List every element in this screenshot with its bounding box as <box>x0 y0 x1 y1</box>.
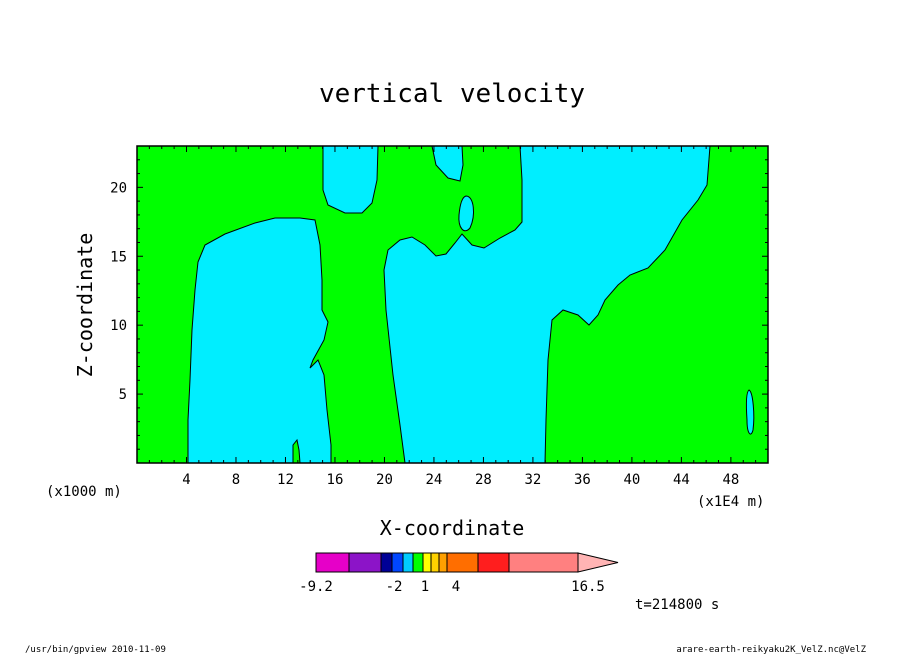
colorbar-swatch <box>508 552 579 573</box>
colorbar-swatch <box>348 552 382 573</box>
colorbar-label: 16.5 <box>571 579 605 595</box>
time-label: t=214800 s <box>635 597 719 613</box>
colorbar-label: -2 <box>386 579 403 595</box>
colorbar-label: 4 <box>452 579 460 595</box>
colorbar-swatch <box>446 552 479 573</box>
x-tick-label: 8 <box>232 472 240 488</box>
y-tick-label: 15 <box>110 249 127 265</box>
x-tick-label: 12 <box>277 472 294 488</box>
y-tick-label: 10 <box>110 318 127 334</box>
x-tick-label: 32 <box>524 472 541 488</box>
colorbar-swatch <box>430 552 440 573</box>
colorbar-swatch <box>315 552 350 573</box>
x-tick-label: 4 <box>182 472 190 488</box>
colorbar-swatch <box>380 552 393 573</box>
negative-region-blob <box>458 195 474 232</box>
negative-region-top-left <box>322 145 379 214</box>
colorbar-swatch <box>477 552 510 573</box>
x-tick-marks: 4 8 12 16 20 24 28 32 36 40 44 48 <box>148 146 757 488</box>
x-tick-label: 48 <box>722 472 739 488</box>
footer-left: /usr/bin/gpview 2010-11-09 <box>25 645 166 654</box>
x-unit-left: (x1000 m) <box>46 484 122 500</box>
colorbar-swatch <box>422 552 432 573</box>
colorbar-swatch <box>391 552 404 573</box>
x-axis-title: X-coordinate <box>380 516 525 540</box>
colorbar-swatch <box>438 552 448 573</box>
colorbar-arrow <box>577 552 619 573</box>
colorbar-label: -9.2 <box>299 579 333 595</box>
y-tick-marks: 5 10 15 20 <box>110 159 768 450</box>
x-tick-label: 20 <box>376 472 393 488</box>
negative-region-left <box>187 217 332 464</box>
colorbar-swatch <box>402 552 414 573</box>
x-tick-label: 40 <box>623 472 640 488</box>
colorbar-labels: -9.2 -2 1 4 16.5 <box>299 579 605 595</box>
negative-region-center <box>383 145 711 464</box>
colorbar-swatch <box>412 552 424 573</box>
colorbar-label: 1 <box>421 579 429 595</box>
footer-right: arare-earth-reikyaku2K_VelZ.nc@VelZ <box>676 645 866 654</box>
x-tick-label: 28 <box>475 472 492 488</box>
colorbar <box>315 552 619 573</box>
x-tick-label: 36 <box>574 472 591 488</box>
x-tick-label: 24 <box>426 472 443 488</box>
x-unit-right: (x1E4 m) <box>697 494 764 510</box>
plot-frame <box>136 145 769 464</box>
x-tick-label: 16 <box>327 472 344 488</box>
y-tick-label: 20 <box>110 180 127 196</box>
y-tick-label: 5 <box>119 387 127 403</box>
x-tick-label: 44 <box>673 472 690 488</box>
y-axis-title: Z-coordinate <box>73 233 97 378</box>
chart-title: vertical velocity <box>319 79 585 109</box>
negative-region-right-small <box>745 389 755 435</box>
